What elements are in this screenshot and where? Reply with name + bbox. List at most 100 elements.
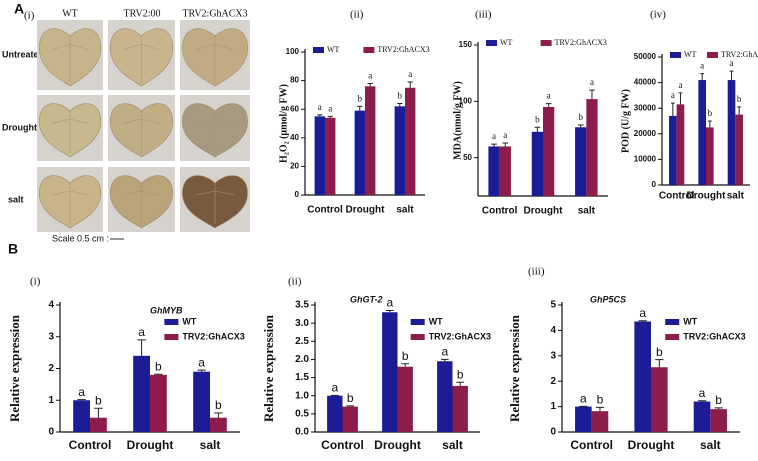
significance-letter: b bbox=[155, 359, 162, 373]
legend-label: TRV2:GhACX3 bbox=[429, 331, 491, 341]
error-bar bbox=[534, 126, 541, 132]
y-axis-label: POD (U/g FW) bbox=[620, 89, 631, 153]
error-bar bbox=[385, 309, 394, 313]
bar bbox=[706, 127, 714, 185]
bar bbox=[73, 400, 90, 432]
significance-letter: a bbox=[730, 58, 734, 68]
significance-letter: a bbox=[318, 102, 322, 112]
error-bar bbox=[137, 339, 146, 356]
x-tick-label: Control bbox=[307, 205, 343, 216]
y-tick-label: 1.5 bbox=[295, 372, 309, 383]
x-tick-label: Control bbox=[482, 206, 518, 217]
y-tick-label: 2.0 bbox=[295, 354, 309, 365]
significance-letter: a bbox=[492, 131, 496, 141]
bar bbox=[382, 312, 398, 432]
y-tick-label: 10000 bbox=[634, 155, 657, 164]
bar bbox=[405, 87, 416, 195]
significance-letter: b bbox=[457, 367, 464, 381]
bar bbox=[669, 115, 677, 185]
significance-letter: b bbox=[578, 112, 583, 122]
legend-swatch bbox=[670, 52, 681, 58]
y-tick-label: 100 bbox=[459, 96, 473, 105]
y-tick-label: 40000 bbox=[634, 78, 657, 87]
error-bar bbox=[678, 92, 683, 105]
y-tick-label: 0 bbox=[652, 180, 657, 189]
legend-label: WT bbox=[429, 316, 443, 326]
bar bbox=[437, 361, 453, 432]
leaf-vein bbox=[195, 36, 235, 82]
bar bbox=[452, 385, 468, 432]
x-tick-label: salt bbox=[442, 438, 463, 452]
legend-swatch bbox=[540, 40, 552, 46]
y-tick-label: 2 bbox=[550, 376, 556, 387]
significance-letter: a bbox=[678, 80, 682, 90]
y-tick-label: 20 bbox=[290, 162, 299, 171]
x-tick-label: salt bbox=[727, 191, 745, 202]
leaf-vein bbox=[122, 36, 161, 82]
y-tick-label: 50 bbox=[463, 153, 472, 162]
y-tick-label: 1.0 bbox=[295, 390, 309, 401]
bar bbox=[591, 411, 609, 432]
y-tick-label: 2 bbox=[48, 363, 54, 374]
panel-label: (ii) bbox=[288, 276, 302, 288]
figure-label: A bbox=[14, 1, 24, 17]
error-bar bbox=[327, 115, 333, 118]
bar bbox=[488, 146, 500, 196]
y-tick-label: 5 bbox=[550, 300, 556, 311]
chart: (iii) GhP5CS Relative expression 0 1 2 3 4 5 Cont… bbox=[507, 266, 746, 453]
significance-letter: b bbox=[737, 94, 742, 104]
significance-letter: b bbox=[347, 391, 354, 405]
y-tick-label: 0 bbox=[48, 427, 54, 438]
y-tick-label: 20000 bbox=[634, 129, 657, 138]
figure-label: B bbox=[8, 241, 18, 257]
y-tick-label: 4 bbox=[48, 300, 54, 311]
significance-letter: a bbox=[138, 325, 145, 339]
chart: (ii) GhGT-2 Relative expression 0.0 0.5 1.0 1.… bbox=[261, 276, 491, 453]
bar bbox=[327, 395, 343, 432]
panel-label: (i) bbox=[30, 276, 41, 288]
y-tick-label: 30000 bbox=[634, 103, 657, 112]
x-tick-label: salt bbox=[200, 438, 221, 452]
y-axis-label: Relative expression bbox=[261, 314, 276, 422]
bar bbox=[325, 117, 336, 195]
significance-letter: b bbox=[358, 93, 363, 103]
error-bar bbox=[154, 373, 163, 375]
y-tick-label: 0 bbox=[550, 427, 556, 438]
chart: (ii) H₂O₂ (μmol/g FW) 0 20 40 60 80 100 Control D… bbox=[278, 9, 429, 216]
legend-swatch bbox=[665, 319, 680, 325]
error-bar bbox=[502, 142, 509, 147]
legend-swatch bbox=[486, 40, 497, 46]
significance-letter: a bbox=[368, 71, 372, 81]
column-label: WT bbox=[62, 8, 78, 19]
error-bar bbox=[655, 359, 664, 368]
significance-letter: a bbox=[700, 61, 704, 71]
error-bar bbox=[456, 381, 465, 386]
bar bbox=[314, 116, 325, 195]
error-bar bbox=[697, 400, 707, 402]
error-bar bbox=[577, 124, 584, 128]
bar bbox=[150, 374, 167, 432]
panel-label: (iv) bbox=[650, 9, 666, 21]
y-tick-label: 3.0 bbox=[295, 318, 309, 329]
bar bbox=[634, 321, 651, 432]
y-tick-label: 0 bbox=[295, 190, 300, 199]
y-axis-label: MDA(nmol/g FW) bbox=[452, 81, 463, 160]
bar bbox=[397, 366, 413, 432]
bar bbox=[133, 355, 150, 432]
x-tick-label: Drought bbox=[687, 191, 727, 202]
significance-letter: b bbox=[215, 398, 222, 412]
leaf-vein bbox=[51, 111, 89, 153]
y-tick-label: 50000 bbox=[634, 52, 657, 61]
x-tick-label: Control bbox=[321, 438, 364, 452]
legend-label: WT bbox=[684, 50, 697, 59]
chart-title: GhMYB bbox=[150, 305, 183, 315]
y-tick-label: 4 bbox=[550, 325, 556, 336]
y-tick-label: 0.5 bbox=[295, 408, 309, 419]
legend-label: TRV2:GhACX3 bbox=[377, 45, 429, 54]
legend-label: TRV2:GhACX3 bbox=[182, 331, 244, 341]
legend-swatch bbox=[410, 334, 425, 340]
significance-letter: a bbox=[328, 103, 332, 113]
panel-label: (i) bbox=[24, 10, 35, 22]
legend-swatch bbox=[363, 47, 375, 53]
